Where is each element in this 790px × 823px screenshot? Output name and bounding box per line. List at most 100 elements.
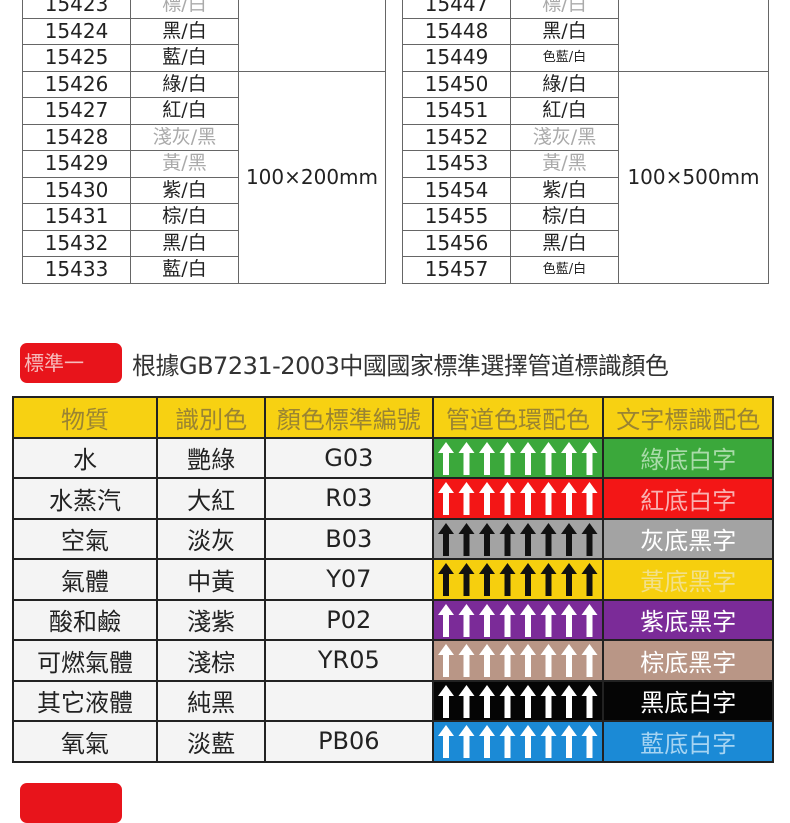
color-cell: 紅/白: [510, 97, 619, 125]
arrows-icon: [437, 684, 598, 718]
code-cell: Y07: [264, 558, 434, 601]
table-row: 15457 色藍/白: [402, 256, 769, 284]
table-row: 15431 棕/白: [22, 203, 386, 231]
arrow-up-icon: [478, 482, 495, 516]
table-row: 15454 紫/白: [402, 176, 769, 204]
arrow-up-icon: [581, 725, 598, 759]
color-cell: 艷綠: [156, 436, 267, 479]
arrow-up-icon: [458, 644, 475, 678]
color-cell: 黑/白: [130, 229, 239, 257]
code-cell: 15431: [22, 203, 131, 231]
substance-cell: 水: [11, 436, 159, 479]
table-row: 15429 黃/黑: [22, 150, 386, 178]
label-cell: 紅底白字: [602, 477, 774, 520]
arrow-up-icon: [581, 603, 598, 637]
substance-cell: 空氣: [11, 517, 159, 560]
table-row: 15425 藍/白: [22, 44, 386, 72]
code-cell: 15427: [22, 97, 131, 125]
arrow-up-icon: [499, 441, 516, 475]
table-row: 15427 紅/白: [22, 97, 386, 125]
arrow-up-icon: [560, 522, 577, 556]
pipe-band-cell: [431, 477, 605, 520]
table-row: 15433 藍/白: [22, 256, 386, 284]
color-cell: 藍/白: [130, 256, 239, 284]
pipe-band-cell: [431, 720, 605, 763]
code-cell: 15450: [402, 70, 511, 98]
table-row: 水蒸汽 大紅 R03 紅底白字: [11, 477, 774, 520]
arrow-up-icon: [499, 644, 516, 678]
arrow-up-icon: [540, 644, 557, 678]
column-header: 物質: [11, 396, 159, 439]
code-cell: 15454: [402, 176, 511, 204]
code-cell: 15428: [22, 123, 131, 151]
color-cell: 中黃: [156, 558, 267, 601]
column-header: 文字標識配色: [602, 396, 774, 439]
code-cell: 15430: [22, 176, 131, 204]
size-cell-empty: [618, 0, 769, 72]
arrow-up-icon: [478, 684, 495, 718]
color-cell: 淺紫: [156, 598, 267, 641]
arrow-up-icon: [437, 684, 454, 718]
code-cell: 15448: [402, 17, 511, 45]
arrow-up-icon: [437, 441, 454, 475]
arrow-up-icon: [437, 725, 454, 759]
arrow-up-icon: [458, 522, 475, 556]
label-cell: 藍底白字: [602, 720, 774, 763]
code-cell: 15449: [402, 44, 511, 72]
arrow-up-icon: [499, 522, 516, 556]
size-cell-empty: [238, 0, 386, 72]
code-cell: 15425: [22, 44, 131, 72]
arrows-icon: [437, 522, 598, 556]
arrow-up-icon: [519, 603, 536, 637]
arrows-icon: [437, 482, 598, 516]
arrow-up-icon: [478, 563, 495, 597]
pipe-band-cell: [431, 639, 605, 682]
table-row: 15426 綠/白 100×200mm: [22, 70, 386, 284]
arrow-up-icon: [458, 725, 475, 759]
arrow-up-icon: [581, 684, 598, 718]
table-row: 15449 色藍/白: [402, 44, 769, 72]
arrow-up-icon: [519, 684, 536, 718]
arrow-up-icon: [540, 684, 557, 718]
substance-cell: 可燃氣體: [11, 639, 159, 682]
arrow-up-icon: [478, 725, 495, 759]
arrow-up-icon: [437, 603, 454, 637]
arrow-up-icon: [560, 563, 577, 597]
substance-cell: 水蒸汽: [11, 477, 159, 520]
pipe-band-cell: [431, 558, 605, 601]
color-cell: 棕/白: [510, 203, 619, 231]
color-cell: 色藍/白: [510, 256, 619, 284]
code-cell: 15429: [22, 150, 131, 178]
arrow-up-icon: [478, 441, 495, 475]
code-cell: B03: [264, 517, 434, 560]
arrow-up-icon: [519, 563, 536, 597]
table-row: 可燃氣體 淺棕 YR05 棕底黑字: [11, 639, 774, 682]
arrow-up-icon: [499, 684, 516, 718]
color-cell: 淡灰: [156, 517, 267, 560]
arrow-up-icon: [560, 603, 577, 637]
arrow-up-icon: [560, 441, 577, 475]
arrow-up-icon: [437, 644, 454, 678]
arrows-icon: [437, 563, 598, 597]
table-row: 15453 黃/黑: [402, 150, 769, 178]
section-title: 根據GB7231-2003中國國家標準選擇管道標識顏色: [132, 352, 669, 380]
table-row: 15447 標/白: [402, 0, 769, 72]
color-cell: 淡藍: [156, 720, 267, 763]
pipe-band-cell: [431, 436, 605, 479]
color-cell: 棕/白: [130, 203, 239, 231]
color-cell: 紫/白: [130, 176, 239, 204]
label-cell: 黑底白字: [602, 679, 774, 722]
code-cell: 15424: [22, 17, 131, 45]
substance-cell: 其它液體: [11, 679, 159, 722]
arrow-up-icon: [499, 563, 516, 597]
code-cell: 15426: [22, 70, 131, 98]
code-cell: 15452: [402, 123, 511, 151]
section-badge: 標準一: [20, 343, 122, 383]
color-cell: 黑/白: [130, 17, 239, 45]
arrow-up-icon: [478, 603, 495, 637]
table-row: 15451 紅/白: [402, 97, 769, 125]
pipe-band-cell: [431, 517, 605, 560]
arrows-icon: [437, 603, 598, 637]
color-cell: 綠/白: [130, 70, 239, 98]
table-row: 空氣 淡灰 B03 灰底黑字: [11, 517, 774, 560]
